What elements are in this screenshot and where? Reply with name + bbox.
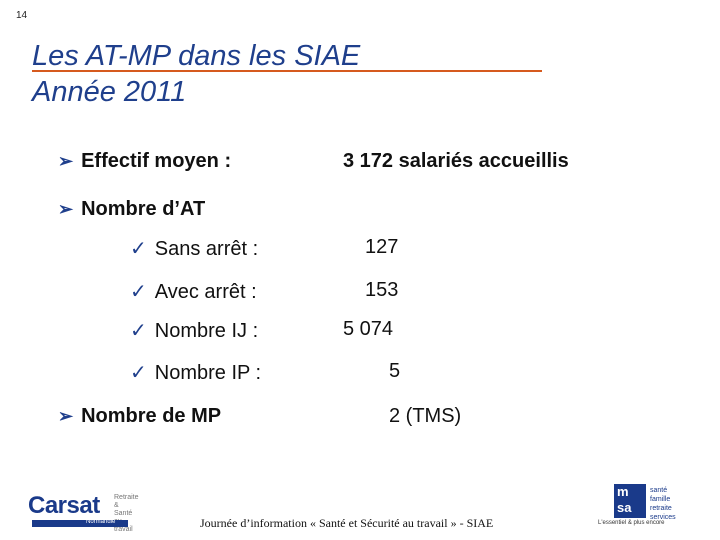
slide-number: 14 <box>16 10 28 21</box>
msa-logo: m sa santé famille retraite services L'e… <box>598 484 698 528</box>
msa-logo-text: santé famille retraite services <box>650 487 676 521</box>
title-line-1: Les AT-MP dans les SIAE <box>32 40 361 72</box>
check-bullet-icon: ✓ <box>130 362 147 384</box>
at-item-label: Avec arrêt : <box>154 281 257 303</box>
msa-logo-tagline: L'essentiel & plus encore <box>598 520 665 526</box>
at-item-value: 127 <box>365 236 399 258</box>
at-item-row: ✓ Sans arrêt : <box>130 236 258 261</box>
title-underline <box>32 70 542 72</box>
slide-title: Les AT-MP dans les SIAE Année 2011 <box>32 38 360 110</box>
nombre-at-row: ➢ Nombre d’AT <box>58 198 205 221</box>
at-item-row: ✓ Nombre IP : <box>130 360 261 385</box>
check-bullet-icon: ✓ <box>130 320 147 342</box>
check-bullet-icon: ✓ <box>130 238 147 260</box>
at-item-value: 153 <box>365 279 399 301</box>
title-line-2: Année 2011 <box>32 76 187 108</box>
at-item-value: 5 <box>389 360 401 382</box>
nombre-at-label: Nombre d’AT <box>81 198 206 220</box>
footer-text: Journée d’information « Santé et Sécurit… <box>200 516 494 530</box>
at-item-row: ✓ Nombre IJ : <box>130 318 258 343</box>
arrow-bullet-icon: ➢ <box>58 199 74 219</box>
effectif-label: Effectif moyen : <box>81 150 232 172</box>
carsat-logo-name: Carsat <box>28 492 100 519</box>
at-item-label: Nombre IJ : <box>154 320 259 342</box>
nombre-mp-value: 2 (TMS) <box>389 405 462 427</box>
check-bullet-icon: ✓ <box>130 281 147 303</box>
carsat-logo-bar <box>32 520 128 527</box>
carsat-logo-sub: Normandie <box>86 519 116 525</box>
arrow-bullet-icon: ➢ <box>58 406 74 426</box>
arrow-bullet-icon: ➢ <box>58 151 74 171</box>
at-item-value: 5 074 <box>343 318 394 340</box>
effectif-label-row: ➢ Effectif moyen : <box>58 150 231 173</box>
msa-logo-box: m sa <box>614 484 646 518</box>
at-item-label: Nombre IP : <box>154 362 262 384</box>
nombre-mp-row: ➢ Nombre de MP <box>58 405 221 428</box>
carsat-logo: Carsat Retraite & Santé au travail Norma… <box>28 492 139 533</box>
at-item-label: Sans arrêt : <box>154 238 259 260</box>
at-item-row: ✓ Avec arrêt : <box>130 279 257 304</box>
carsat-logo-side: Retraite & Santé au travail <box>114 494 139 533</box>
nombre-mp-label: Nombre de MP <box>81 405 222 427</box>
effectif-value: 3 172 salariés accueillis <box>343 150 569 172</box>
